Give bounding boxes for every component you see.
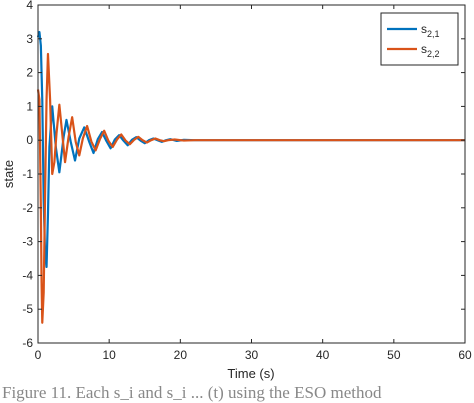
x-tick-label: 10 bbox=[102, 348, 116, 362]
y-axis-label: state bbox=[1, 160, 16, 188]
x-tick-label: 60 bbox=[458, 348, 472, 362]
x-tick-label: 40 bbox=[316, 348, 330, 362]
y-tick-label: 0 bbox=[26, 133, 33, 147]
y-tick-label: -1 bbox=[22, 167, 33, 181]
y-tick-label: 1 bbox=[26, 99, 33, 113]
legend-label-subscript: 2,2 bbox=[427, 49, 440, 59]
y-tick-label: -3 bbox=[22, 235, 33, 249]
legend-label-subscript: 2,1 bbox=[427, 29, 440, 39]
x-tick-label: 0 bbox=[35, 348, 42, 362]
legend: s2,1s2,2 bbox=[380, 12, 459, 66]
x-tick-label: 50 bbox=[387, 348, 401, 362]
x-axis-label: Time (s) bbox=[227, 366, 274, 381]
y-tick-label: 2 bbox=[26, 66, 33, 80]
legend-label-2: s2,2 bbox=[421, 42, 440, 59]
y-tick-label: -6 bbox=[22, 336, 33, 350]
series-line-2 bbox=[36, 52, 465, 324]
legend-label-1: s2,1 bbox=[421, 22, 440, 39]
y-tick-label: 4 bbox=[26, 0, 33, 12]
y-tick-label: -5 bbox=[22, 302, 33, 316]
legend-box bbox=[380, 12, 459, 66]
y-tick-label: 3 bbox=[26, 32, 33, 46]
legend-label-base: s bbox=[421, 22, 427, 36]
y-tick-label: -4 bbox=[22, 268, 33, 282]
x-tick-label: 30 bbox=[245, 348, 259, 362]
series-lines bbox=[36, 30, 465, 324]
figure-caption: Figure 11. Each s_i and s_i ... (t) usin… bbox=[2, 383, 382, 402]
y-tick-label: -2 bbox=[22, 201, 33, 215]
legend-label-base: s bbox=[421, 42, 427, 56]
x-tick-label: 20 bbox=[174, 348, 188, 362]
